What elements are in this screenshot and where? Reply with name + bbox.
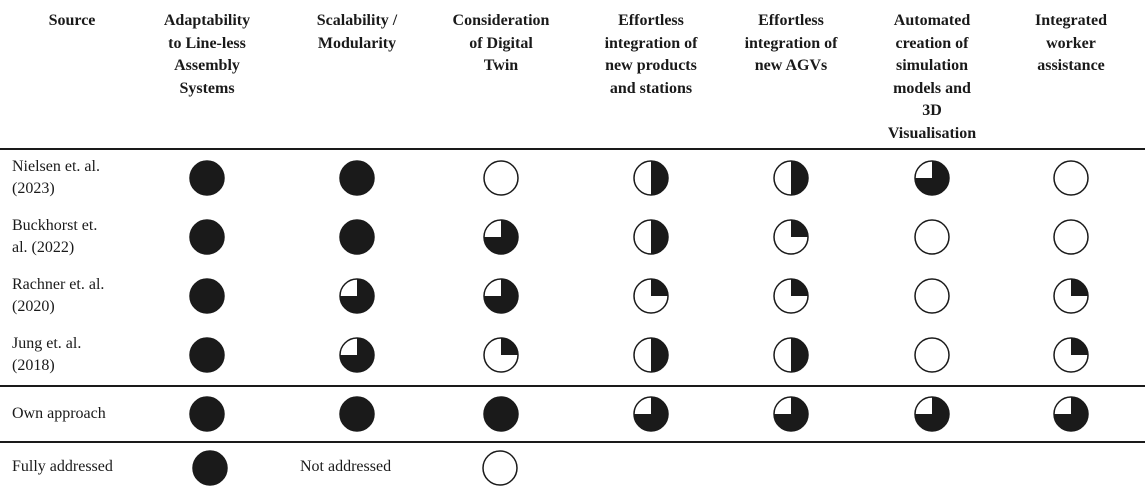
harvey-ball-mark <box>483 160 519 196</box>
harvey-ball-mark <box>483 278 519 314</box>
harvey-ball-mark <box>773 278 809 314</box>
column-header-6: Automated creation of simulation models … <box>887 12 977 142</box>
harvey-ball-mark <box>914 396 950 432</box>
harvey-ball-mark <box>189 396 225 432</box>
legend-full-label: Fully addressed <box>12 458 113 475</box>
harvey-ball-mark <box>1053 160 1089 196</box>
harvey-ball-mark <box>339 396 375 432</box>
harvey-ball-mark <box>633 219 669 255</box>
column-header-0: Source <box>48 12 96 29</box>
legend-none-label: Not addressed <box>300 458 392 475</box>
harvey-ball-mark <box>1053 219 1089 255</box>
header-rule <box>0 148 1145 150</box>
harvey-ball-mark <box>483 337 519 373</box>
own-approach-top-rule <box>0 385 1145 387</box>
column-header-5: Effortless integration of new AGVs <box>744 12 838 74</box>
harvey-ball-mark <box>1053 396 1089 432</box>
column-header-1: Adaptability to Line-less Assembly Syste… <box>163 12 251 97</box>
harvey-ball-mark <box>339 278 375 314</box>
harvey-ball-mark <box>483 219 519 255</box>
source-cell: Jung et. al. (2018) <box>12 335 82 374</box>
harvey-ball-mark <box>633 396 669 432</box>
column-header-2: Scalability / Modularity <box>316 12 398 52</box>
harvey-ball-mark <box>339 219 375 255</box>
harvey-ball-mark <box>914 337 950 373</box>
legend-none-mark <box>482 450 518 486</box>
harvey-ball-mark <box>339 337 375 373</box>
harvey-ball-mark <box>914 278 950 314</box>
harvey-ball-mark <box>633 278 669 314</box>
harvey-ball-mark <box>914 219 950 255</box>
harvey-ball-mark <box>1053 278 1089 314</box>
harvey-ball-mark <box>633 160 669 196</box>
column-header-7: Integrated worker assistance <box>1035 12 1107 74</box>
harvey-ball-mark <box>773 396 809 432</box>
harvey-ball-mark <box>189 160 225 196</box>
harvey-ball-mark <box>773 337 809 373</box>
harvey-ball-mark <box>773 219 809 255</box>
legend-full-mark <box>192 450 228 486</box>
source-cell: Nielsen et. al. (2023) <box>12 158 100 197</box>
harvey-ball-mark <box>1053 337 1089 373</box>
harvey-ball-mark <box>339 160 375 196</box>
harvey-ball-mark <box>483 396 519 432</box>
source-cell: Rachner et. al. (2020) <box>12 276 105 315</box>
source-cell: Buckhorst et. al. (2022) <box>12 217 98 256</box>
harvey-ball-mark <box>189 278 225 314</box>
column-header-3: Consideration of Digital Twin <box>452 12 550 74</box>
harvey-ball-mark <box>189 219 225 255</box>
source-cell: Own approach <box>12 405 106 422</box>
harvey-ball-mark <box>189 337 225 373</box>
column-header-4: Effortless integration of new products a… <box>604 12 698 97</box>
harvey-ball-mark <box>633 337 669 373</box>
harvey-ball-mark <box>914 160 950 196</box>
harvey-ball-mark <box>773 160 809 196</box>
legend-top-rule <box>0 441 1145 443</box>
